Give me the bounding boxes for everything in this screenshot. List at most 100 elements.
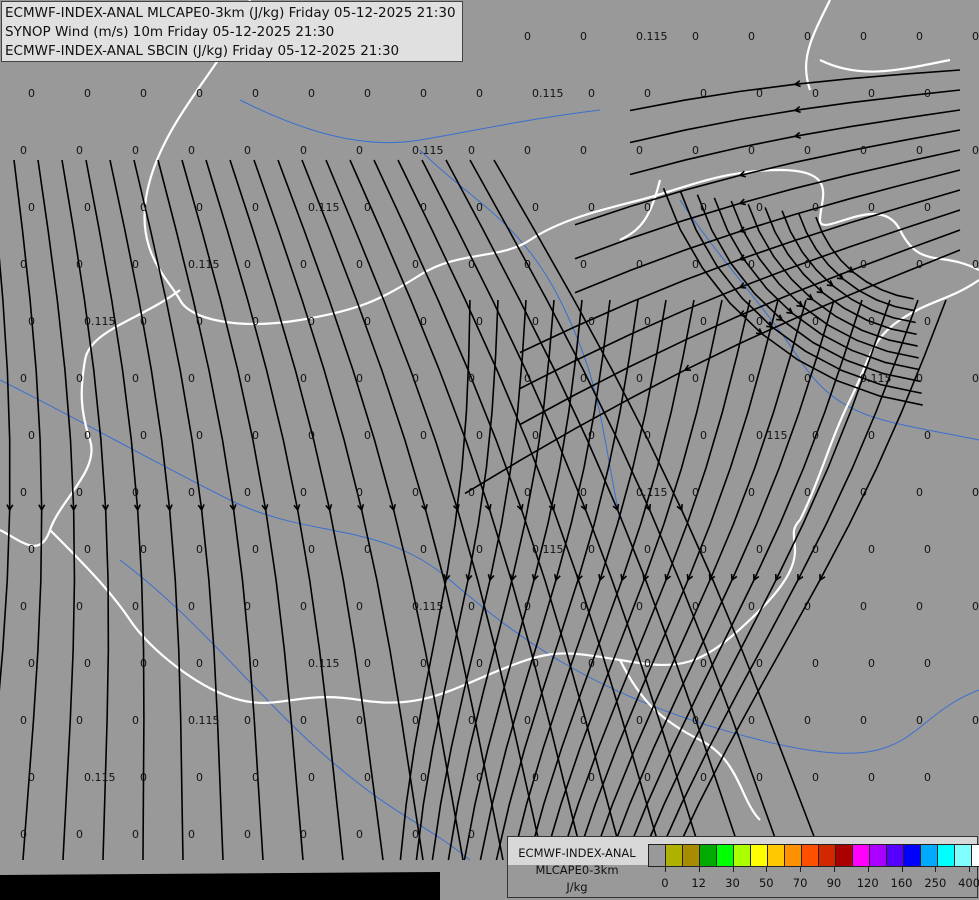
cin-value-label: 0: [420, 87, 427, 100]
cin-value-label: 0: [972, 372, 979, 385]
cin-value-label: 0: [532, 429, 539, 442]
streamline: [574, 129, 961, 226]
cin-value-label: 0: [804, 144, 811, 157]
streamline-arrow: [766, 321, 774, 329]
streamline-arrow: [531, 573, 539, 582]
legend-color-box: [666, 845, 683, 866]
cin-value-label: 0.115: [84, 315, 116, 328]
streamline: [629, 69, 961, 112]
cin-value-label: 0: [700, 771, 707, 784]
cin-value-label: 0: [244, 828, 251, 841]
country-border: [799, 279, 979, 521]
streamline-arrow: [786, 307, 794, 315]
cin-value-label: 0: [420, 201, 427, 214]
cin-value-label: 0: [860, 714, 867, 727]
cin-value-label: 0: [196, 543, 203, 556]
cin-value-label: 0: [924, 543, 931, 556]
cin-value-label: 0: [588, 315, 595, 328]
streamline-arrow: [806, 293, 814, 301]
cin-value-label: 0: [412, 486, 419, 499]
legend-tick-mark: [664, 867, 666, 872]
cin-value-label: 0: [20, 258, 27, 271]
legend-parameter: MLCAPE0-3km: [535, 863, 619, 877]
cin-value-label: 0: [532, 315, 539, 328]
cin-value-label: 0: [420, 315, 427, 328]
streamline-arrow: [443, 574, 451, 582]
streamline: [253, 159, 424, 861]
cin-value-label: 0: [364, 771, 371, 784]
streamline-arrow: [133, 504, 141, 512]
country-border: [49, 519, 801, 704]
streamline-arrow: [738, 282, 747, 289]
cin-value-label: 0: [588, 87, 595, 100]
cin-value-label: 0: [580, 714, 587, 727]
cin-value-label: 0: [812, 657, 819, 670]
cin-value-label: 0.115: [756, 429, 788, 442]
streamline-arrow: [420, 503, 428, 512]
cin-value-label: 0: [28, 201, 35, 214]
legend-color-box: [938, 845, 955, 866]
cin-value-label: 0.115: [636, 30, 668, 43]
legend-tick-label: 120: [856, 876, 879, 890]
cin-value-label: 0: [468, 144, 475, 157]
cin-value-label: 0: [356, 486, 363, 499]
cin-value-label: 0: [196, 429, 203, 442]
cin-value-label: 0: [924, 657, 931, 670]
legend-color-box: [887, 845, 904, 866]
cin-value-label: 0: [692, 486, 699, 499]
cin-value-label: 0: [420, 771, 427, 784]
legend-color-box: [870, 845, 887, 866]
streamline-arrow: [484, 503, 492, 512]
header-line-cape: ECMWF-INDEX-ANAL MLCAPE0-3km (J/kg) Frid…: [5, 5, 456, 21]
river: [119, 559, 471, 861]
cin-value-label: 0: [188, 486, 195, 499]
streamline-arrow: [38, 504, 46, 512]
streamline: [349, 159, 584, 861]
streamline: [574, 169, 961, 294]
cin-value-label: 0: [20, 828, 27, 841]
legend-color-box: [819, 845, 836, 866]
cin-value-label: 0: [532, 201, 539, 214]
streamline-arrow: [730, 573, 738, 582]
streamline-arrow: [487, 574, 495, 582]
cin-value-label: 0: [588, 771, 595, 784]
cin-value-label: 0: [252, 657, 259, 670]
cin-value-label: 0: [132, 258, 139, 271]
cin-value-label: 0.115: [860, 372, 892, 385]
cin-value-label: 0: [364, 657, 371, 670]
legend-color-boxes: [648, 844, 979, 867]
legend-tick-label: 50: [758, 876, 774, 890]
streamline: [527, 299, 695, 861]
country-border: [143, 0, 979, 326]
legend-tick-label: 30: [725, 876, 740, 890]
country-border: [619, 659, 761, 821]
legend-tick-mark: [901, 867, 903, 872]
cin-value-label: 0: [132, 828, 139, 841]
streamline: [493, 159, 824, 861]
streamline: [421, 159, 704, 861]
cin-value-label: 0: [756, 771, 763, 784]
river: [0, 379, 979, 754]
cin-value-label: 0: [692, 600, 699, 613]
cin-value-label: 0: [524, 144, 531, 157]
cin-value-label: 0: [756, 201, 763, 214]
cin-value-label: 0: [868, 429, 875, 442]
streamline-arrow: [776, 314, 784, 322]
cin-value-label: 0: [580, 258, 587, 271]
legend-color-box: [802, 845, 819, 866]
cin-value-label: 0: [252, 87, 259, 100]
streamline-arrow: [452, 503, 460, 512]
cin-value-label: 0: [644, 543, 651, 556]
cin-value-label: 0: [244, 600, 251, 613]
cin-value-label: 0: [300, 600, 307, 613]
streamline: [205, 159, 344, 861]
cin-value-label: 0: [804, 372, 811, 385]
cin-value-label: 0: [748, 486, 755, 499]
cin-value-label: 0: [300, 372, 307, 385]
legend-tick-mark: [732, 867, 734, 872]
legend-tick-mark: [833, 867, 835, 872]
streamline: [574, 149, 961, 260]
streamline-arrow: [755, 328, 764, 335]
river: [679, 199, 979, 441]
cin-value-label: 0: [756, 543, 763, 556]
